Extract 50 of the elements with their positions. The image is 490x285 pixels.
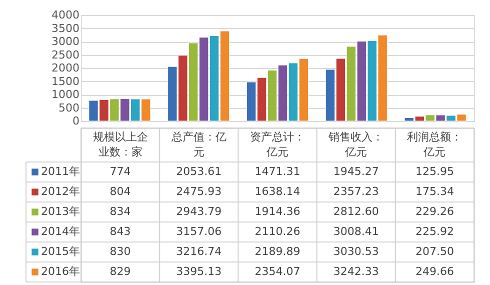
y-tick-label: 4000 bbox=[52, 8, 80, 22]
legend-label: 2012年 bbox=[41, 185, 80, 198]
data-label: 3157.06 bbox=[176, 225, 222, 238]
y-tick-label: 3000 bbox=[52, 35, 80, 48]
x-tick-label: 销售收入：亿元 bbox=[328, 130, 384, 158]
data-label: 3030.53 bbox=[333, 245, 379, 258]
data-label: 225.92 bbox=[415, 225, 454, 238]
data-label: 1914.36 bbox=[254, 205, 300, 218]
data-label: 2354.07 bbox=[254, 265, 300, 278]
legend-label: 2013年 bbox=[41, 205, 80, 218]
data-label: 2943.79 bbox=[176, 205, 222, 218]
data-label: 175.34 bbox=[415, 185, 454, 198]
data-label: 2475.93 bbox=[176, 185, 222, 198]
data-label: 249.66 bbox=[415, 265, 454, 278]
data-label: 3395.13 bbox=[176, 265, 222, 278]
data-label: 1471.31 bbox=[254, 165, 300, 178]
legend-label: 2015年 bbox=[41, 245, 80, 258]
data-label: 2357.23 bbox=[333, 185, 379, 198]
legend-label: 2011年 bbox=[41, 165, 80, 178]
data-label: 830 bbox=[110, 245, 131, 258]
data-label: 834 bbox=[110, 205, 131, 218]
y-tick-label: 500 bbox=[58, 101, 80, 114]
data-label: 804 bbox=[110, 185, 131, 198]
y-tick-label: 2500 bbox=[52, 48, 80, 62]
data-label: 2189.89 bbox=[254, 245, 300, 258]
data-label: 2053.61 bbox=[176, 165, 222, 178]
legend-label: 2016年 bbox=[41, 265, 80, 278]
y-tick-label: 3500 bbox=[52, 22, 80, 35]
y-tick-label: 1000 bbox=[52, 88, 80, 101]
legend-label: 2014年 bbox=[41, 225, 80, 238]
data-label: 1945.27 bbox=[333, 165, 379, 178]
data-label: 3242.33 bbox=[333, 265, 379, 278]
data-label: 2110.26 bbox=[254, 225, 300, 238]
x-tick-label: 总产值：亿元 bbox=[170, 130, 226, 158]
data-label: 829 bbox=[110, 265, 131, 278]
data-label: 1638.14 bbox=[254, 185, 300, 198]
x-tick-label: 资产总计：亿元 bbox=[250, 130, 305, 158]
data-label: 774 bbox=[110, 165, 131, 178]
data-label: 125.95 bbox=[415, 165, 454, 178]
y-tick-label: 0 bbox=[72, 114, 80, 128]
data-label: 2812.60 bbox=[333, 205, 379, 218]
data-label: 3008.41 bbox=[333, 225, 379, 238]
x-tick-label: 规模以上企业数：家 bbox=[92, 130, 148, 158]
y-tick-label: 1500 bbox=[52, 74, 80, 88]
x-tick-label: 利润总额：亿元 bbox=[407, 130, 462, 158]
data-label: 3216.74 bbox=[176, 245, 222, 258]
data-label: 229.26 bbox=[415, 205, 454, 218]
y-tick-label: 2000 bbox=[52, 62, 80, 74]
data-label: 843 bbox=[110, 225, 131, 238]
data-label: 207.50 bbox=[415, 245, 454, 258]
